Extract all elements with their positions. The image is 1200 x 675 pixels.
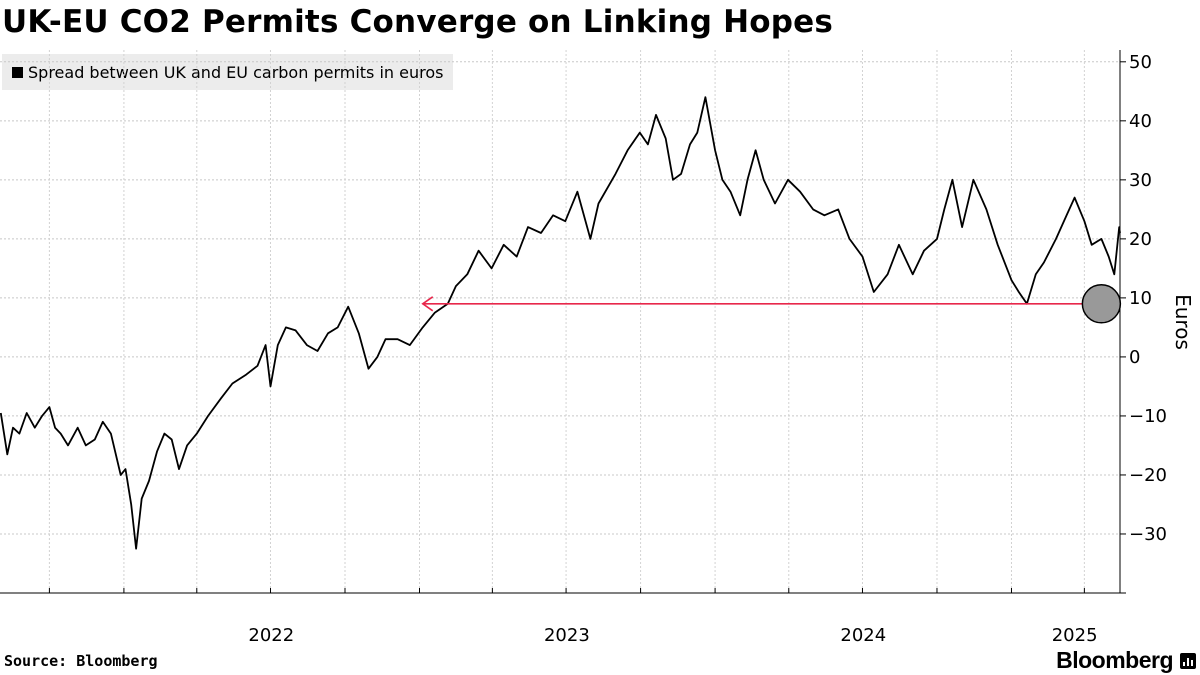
annotation-arrow-head xyxy=(421,296,434,312)
source-note: Source: Bloomberg xyxy=(4,652,158,670)
y-axis-title: Euros xyxy=(1171,294,1195,350)
series-line xyxy=(0,96,1121,550)
y-tick-label: 30 xyxy=(1129,170,1152,191)
annotation-circle xyxy=(1081,284,1122,324)
brand-name: Bloomberg xyxy=(1056,647,1173,673)
y-tick-label: 20 xyxy=(1129,229,1152,250)
x-tick-label: 2025 xyxy=(1052,625,1098,646)
bloomberg-chart-icon xyxy=(1180,652,1196,669)
x-tick-label: 2022 xyxy=(248,625,294,646)
y-tick-label: −20 xyxy=(1129,465,1167,486)
legend-swatch xyxy=(12,66,23,78)
x-tick-label: 2023 xyxy=(544,625,590,646)
y-tick-label: 50 xyxy=(1129,52,1152,73)
y-tick-label: −10 xyxy=(1129,406,1167,427)
legend: Spread between UK and EU carbon permits … xyxy=(2,54,454,90)
y-tick-label: −30 xyxy=(1129,524,1167,545)
y-tick-label: 40 xyxy=(1129,111,1152,132)
x-tick-label: 2024 xyxy=(840,625,886,646)
y-tick-label: 0 xyxy=(1129,347,1140,368)
legend-label: Spread between UK and EU carbon permits … xyxy=(28,62,444,82)
y-tick-label: 10 xyxy=(1129,288,1152,309)
chart-title: UK-EU CO2 Permits Converge on Linking Ho… xyxy=(2,4,834,40)
brand-logo: Bloomberg xyxy=(1056,647,1196,674)
